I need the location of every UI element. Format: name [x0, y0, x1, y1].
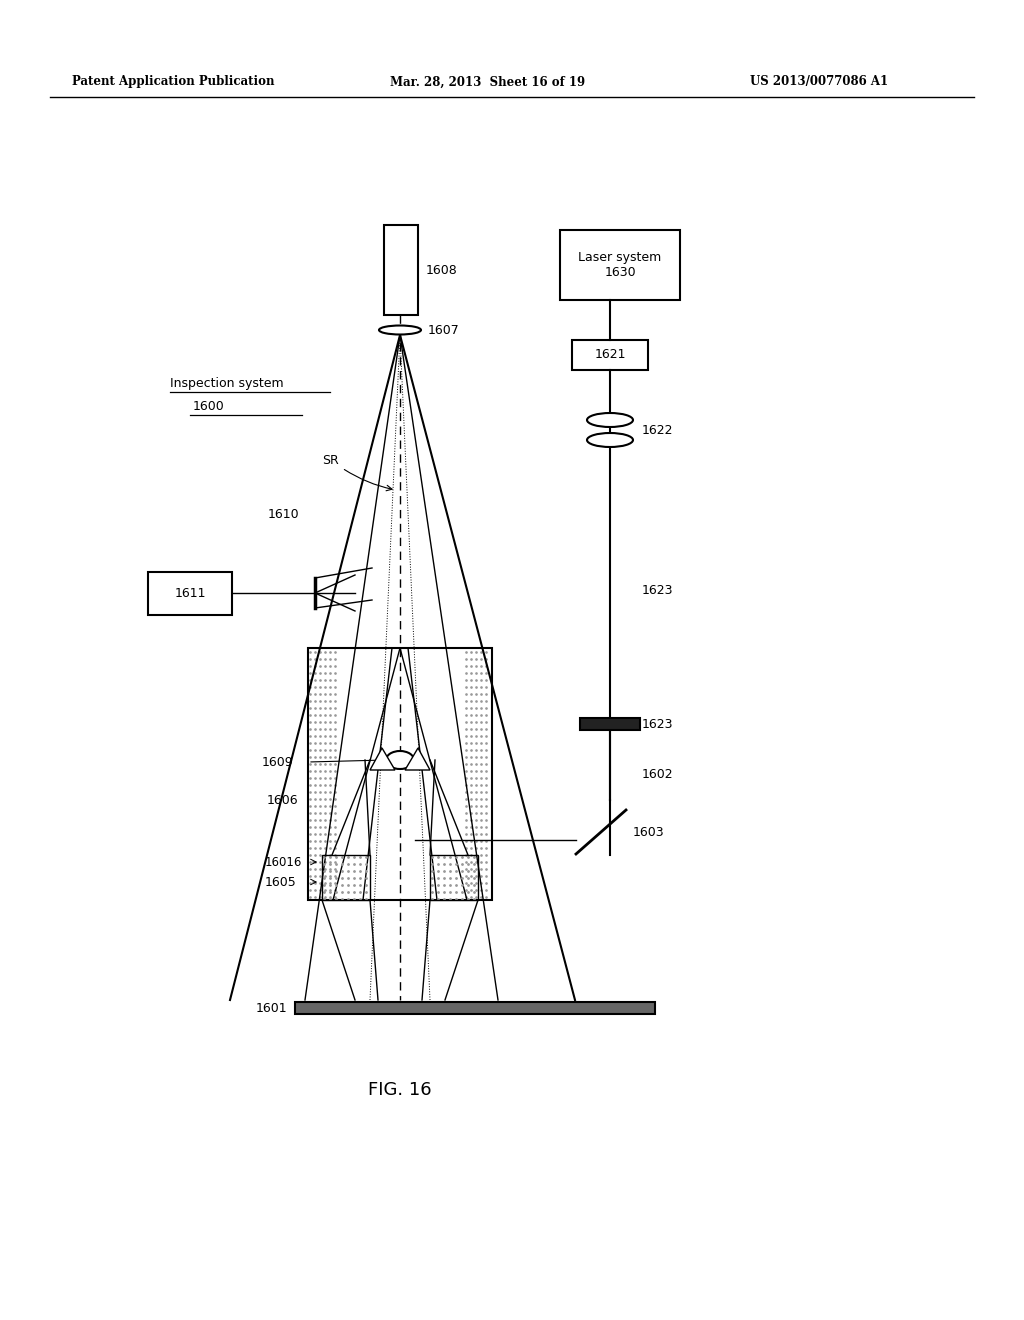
Text: 1601: 1601 [255, 1002, 287, 1015]
Text: 1622: 1622 [642, 424, 674, 437]
Ellipse shape [587, 413, 633, 426]
Bar [148, 572, 232, 615]
Text: 1602: 1602 [642, 768, 674, 781]
Text: 1621: 1621 [594, 348, 626, 362]
Text: Mar. 28, 2013  Sheet 16 of 19: Mar. 28, 2013 Sheet 16 of 19 [390, 75, 585, 88]
Text: 1610: 1610 [268, 508, 300, 521]
Text: 1607: 1607 [428, 323, 460, 337]
Text: 16016: 16016 [265, 855, 302, 869]
Text: Laser system
1630: Laser system 1630 [579, 251, 662, 279]
Text: 1603: 1603 [633, 825, 665, 838]
Text: SR: SR [322, 454, 339, 466]
Text: 1611: 1611 [174, 587, 206, 601]
Text: 1609: 1609 [262, 755, 294, 768]
Text: 1605: 1605 [265, 875, 297, 888]
Bar [384, 224, 418, 315]
Text: FIG. 16: FIG. 16 [369, 1081, 432, 1100]
Bar [322, 855, 370, 900]
Text: 1623: 1623 [642, 583, 674, 597]
Polygon shape [370, 748, 395, 770]
Ellipse shape [587, 433, 633, 447]
Text: 1606: 1606 [267, 793, 299, 807]
Bar [560, 230, 680, 300]
Text: Patent Application Publication: Patent Application Publication [72, 75, 274, 88]
Ellipse shape [379, 326, 421, 334]
Text: 1623: 1623 [642, 718, 674, 731]
Text: US 2013/0077086 A1: US 2013/0077086 A1 [750, 75, 888, 88]
Text: 1600: 1600 [193, 400, 224, 413]
Text: Inspection system: Inspection system [170, 378, 284, 389]
Bar [308, 648, 492, 900]
Bar [430, 855, 478, 900]
Text: 1608: 1608 [426, 264, 458, 276]
Bar [572, 341, 648, 370]
Polygon shape [406, 748, 430, 770]
Bar [295, 1002, 655, 1014]
Ellipse shape [386, 751, 414, 770]
Bar [580, 718, 640, 730]
